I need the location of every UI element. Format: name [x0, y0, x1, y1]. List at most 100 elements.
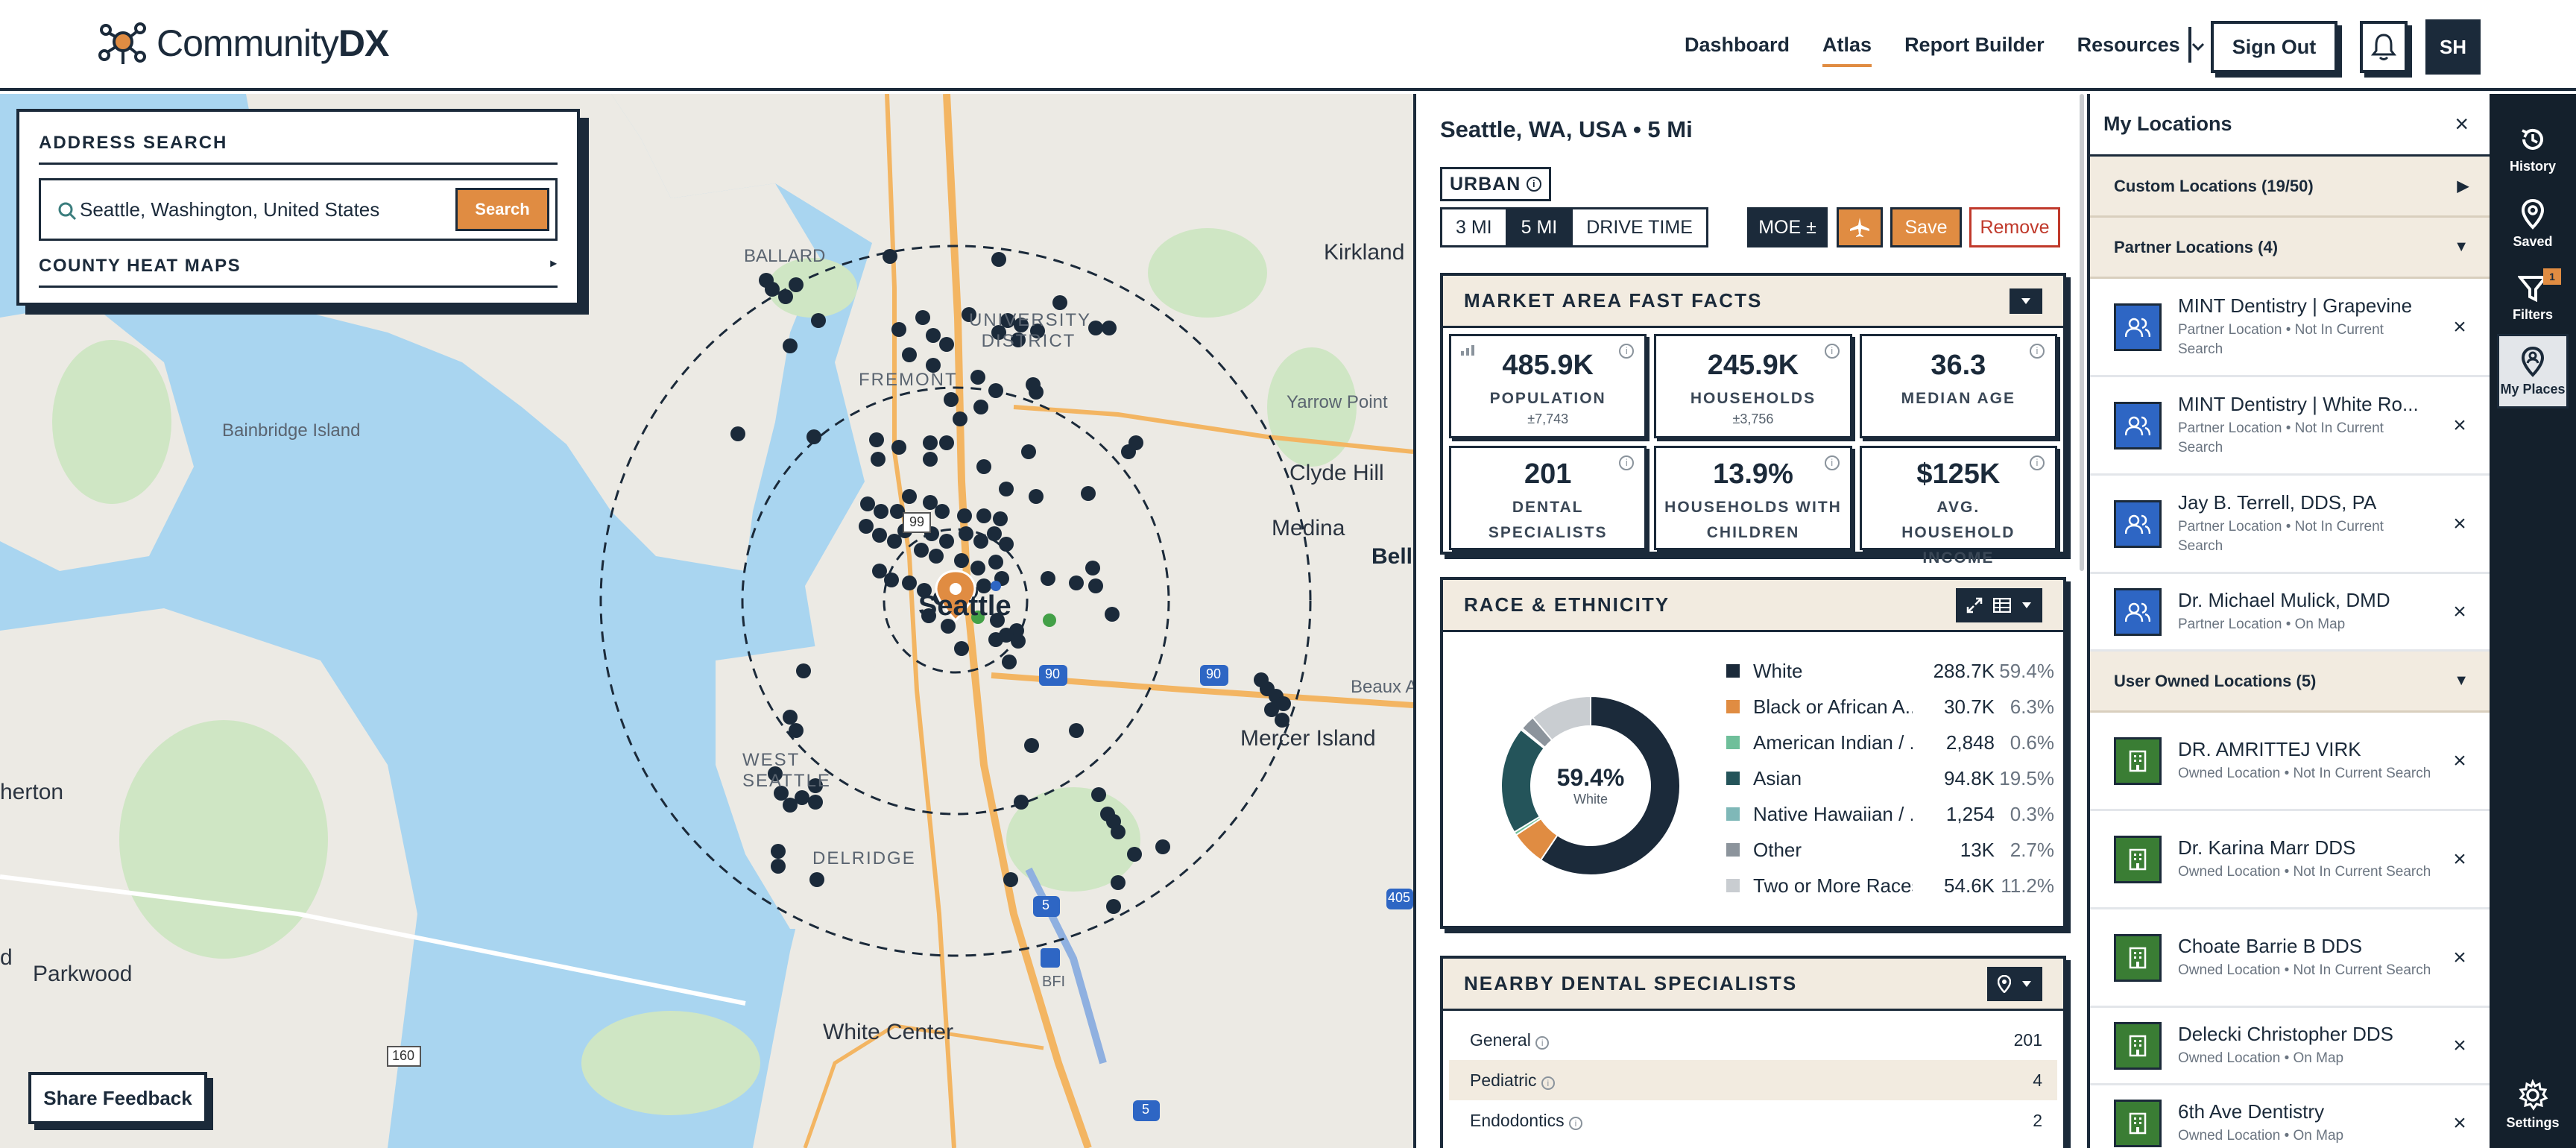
sign-out-button[interactable]: Sign Out	[2211, 21, 2337, 73]
radius-3mi-button[interactable]: 3 MI	[1442, 209, 1508, 245]
remove-location-icon[interactable]: ×	[2453, 511, 2466, 536]
selected-location-pin	[935, 570, 976, 622]
fast-facts-menu-button[interactable]	[2010, 288, 2042, 314]
race-legend: White 288.7K 59.4% Black or African A... 30…	[1726, 653, 2054, 903]
specialist-count: 201	[2013, 1029, 2042, 1050]
map-view[interactable]: BALLARD Bainbridge Island Kirkland Yarro…	[0, 94, 1413, 1148]
partner-location-item[interactable]: MINT Dentistry | Grapevine Partner Locati…	[2090, 279, 2490, 377]
rail-settings[interactable]: Settings	[2490, 1067, 2576, 1142]
rail-label: History	[2509, 158, 2556, 174]
donut-slice-6[interactable]	[1531, 695, 1591, 742]
map-label-kirkland: Kirkland	[1324, 240, 1405, 265]
remove-location-icon[interactable]: ×	[2453, 1110, 2466, 1135]
expand-icon[interactable]	[1966, 597, 1983, 614]
avatar[interactable]: SH	[2425, 19, 2481, 75]
user-owned-locations-section[interactable]: User Owned Locations (5) ▼	[2090, 652, 2490, 713]
nav-report-builder[interactable]: Report Builder	[1904, 34, 2045, 56]
remove-location-icon[interactable]: ×	[2453, 599, 2466, 624]
rail-label: Saved	[2513, 233, 2553, 249]
specialist-row-endodontics[interactable]: Endodontics i 2	[1443, 1100, 2063, 1141]
race-controls	[1956, 587, 2042, 622]
highway-5-label-south: 5	[1142, 1102, 1150, 1117]
info-icon[interactable]: i	[1527, 177, 1542, 192]
legend-item: Two or More Races 54.6K 11.2%	[1726, 868, 2054, 903]
specialist-row-general[interactable]: General i 201	[1443, 1020, 2063, 1060]
partner-icon	[2114, 401, 2162, 450]
legend-item: American Indian / ... 2,848 0.6%	[1726, 725, 2054, 760]
remove-location-icon[interactable]: ×	[2453, 846, 2466, 871]
panel-scrollbar[interactable]	[2080, 94, 2084, 571]
address-search-input[interactable]	[57, 198, 455, 221]
legend-name: American Indian / ...	[1753, 731, 1913, 754]
specialist-list: General i 201 Pediatric i 4 Endodontics i 2	[1443, 1011, 2063, 1141]
chevron-down-icon	[2192, 42, 2205, 51]
radius-5mi-button[interactable]: 5 MI	[1507, 209, 1573, 245]
section-label: Partner Locations (4)	[2114, 237, 2279, 256]
logo-icon	[98, 22, 146, 64]
owned-location-item[interactable]: 6th Ave Dentistry Owned Location • On Map…	[2090, 1085, 2490, 1148]
specialist-count: 4	[2033, 1070, 2042, 1090]
legend-swatch	[1726, 700, 1740, 713]
nearby-controls[interactable]	[1987, 966, 2042, 1001]
rail-history[interactable]: History	[2490, 112, 2576, 186]
my-locations-panel: My Locations × Custom Locations (19/50) ▶…	[2087, 94, 2490, 1148]
save-button[interactable]: Save	[1890, 207, 1962, 247]
fact-value: 485.9K	[1502, 350, 1594, 381]
map-label-medina: Medina	[1272, 516, 1345, 540]
rail-filters[interactable]: 1 Filters	[2490, 261, 2576, 335]
partner-locations-section[interactable]: Partner Locations (4) ▼	[2090, 218, 2490, 279]
owned-location-item[interactable]: Dr. Karina Marr DDS Owned Location • Not …	[2090, 811, 2490, 909]
remove-location-icon[interactable]: ×	[2453, 944, 2466, 970]
location-status: Partner Location • Not In Current Search	[2178, 519, 2384, 554]
legend-item: Native Hawaiian / ... 1,254 0.3%	[1726, 796, 2054, 832]
fact-population: i 485.9K POPULATION ±7,743	[1449, 334, 1647, 438]
nav-resources[interactable]: Resources	[2061, 28, 2222, 63]
bell-icon	[2371, 34, 2396, 60]
remove-location-icon[interactable]: ×	[2453, 748, 2466, 773]
location-status: Owned Location • On Map	[2178, 1128, 2344, 1144]
county-heat-maps-toggle[interactable]: COUNTY HEAT MAPS ▸	[39, 256, 558, 288]
rail-my-places[interactable]: My Places	[2497, 334, 2569, 409]
info-icon[interactable]: i	[1824, 455, 1840, 470]
remove-location-icon[interactable]: ×	[2453, 314, 2466, 339]
caret-down-icon[interactable]	[2021, 602, 2032, 609]
nav-dashboard[interactable]: Dashboard	[1685, 34, 1790, 56]
share-feedback-button[interactable]: Share Feedback	[28, 1072, 207, 1124]
nav-atlas[interactable]: Atlas	[1806, 28, 1888, 67]
location-summary-panel: Seattle, WA, USA • 5 Mi URBAN i 3 MI 5 M…	[1413, 94, 2087, 1148]
info-icon[interactable]: i	[1824, 344, 1840, 359]
partner-location-item[interactable]: MINT Dentistry | White Ro... Partner Loca…	[2090, 377, 2490, 476]
remove-button[interactable]: Remove	[1969, 207, 2060, 247]
notifications-button[interactable]	[2360, 21, 2408, 73]
location-status: Partner Location • Not In Current Search	[2178, 420, 2384, 455]
info-icon[interactable]: i	[1619, 455, 1635, 470]
table-icon[interactable]	[1993, 597, 2011, 613]
rail-saved[interactable]: Saved	[2490, 186, 2576, 261]
airplane-button[interactable]	[1837, 207, 1883, 247]
highway-405-label: 405	[1388, 890, 1411, 905]
urban-badge: URBAN i	[1440, 167, 1552, 201]
remove-location-icon[interactable]: ×	[2453, 1032, 2466, 1058]
fact-households-with-children: i 13.9% HOUSEHOLDS WITH CHILDREN	[1654, 446, 1852, 550]
donut-slice-0[interactable]	[1539, 695, 1681, 876]
partner-location-item[interactable]: Jay B. Terrell, DDS, PA Partner Location …	[2090, 476, 2490, 574]
logo[interactable]: CommunityDX	[97, 19, 389, 67]
info-icon[interactable]: i	[2030, 455, 2045, 470]
close-icon[interactable]: ×	[2455, 110, 2469, 137]
remove-location-icon[interactable]: ×	[2453, 412, 2466, 438]
owned-location-item[interactable]: Choate Barrie B DDS Owned Location • Not …	[2090, 909, 2490, 1008]
info-icon[interactable]: i	[2030, 344, 2045, 359]
partner-icon	[2114, 587, 2162, 636]
my-locations-title: My Locations	[2103, 113, 2232, 135]
partner-location-item[interactable]: Dr. Michael Mulick, DMD Partner Location …	[2090, 574, 2490, 652]
owned-location-item[interactable]: DR. AMRITTEJ VIRK Owned Location • Not In…	[2090, 713, 2490, 811]
custom-locations-section[interactable]: Custom Locations (19/50) ▶	[2090, 157, 2490, 218]
info-icon: i	[1541, 1076, 1555, 1090]
info-icon[interactable]: i	[1619, 344, 1635, 359]
specialist-row-pediatric[interactable]: Pediatric i 4	[1449, 1060, 2057, 1100]
search-button[interactable]: Search	[455, 188, 549, 231]
map-label-clyde: Clyde Hill	[1289, 461, 1384, 485]
moe-toggle-button[interactable]: MOE ±	[1747, 207, 1828, 247]
owned-location-item[interactable]: Delecki Christopher DDS Owned Location • …	[2090, 1008, 2490, 1085]
drive-time-button[interactable]: DRIVE TIME	[1573, 209, 1706, 245]
